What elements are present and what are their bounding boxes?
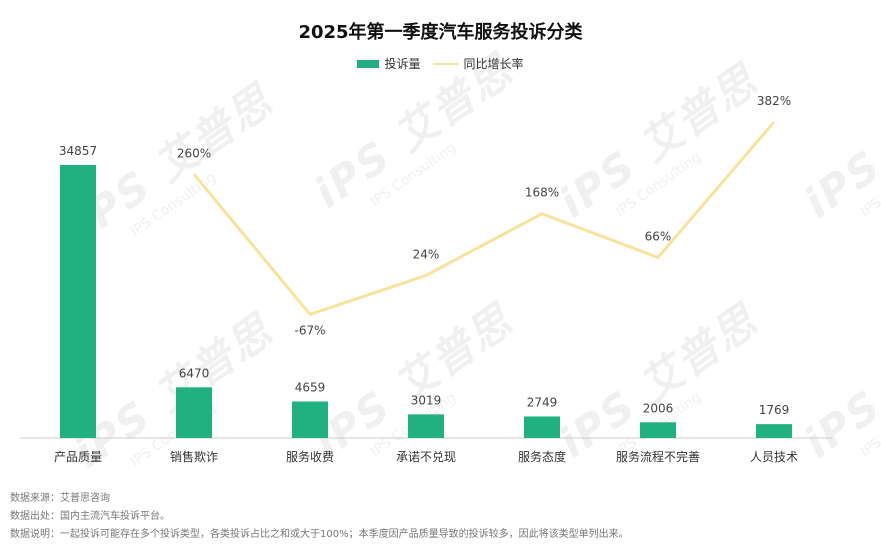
legend-swatch-line	[432, 62, 459, 65]
legend-item-bar: 投诉量	[357, 55, 421, 72]
bar	[292, 401, 328, 438]
line-value-label: -67%	[294, 323, 325, 337]
bar-value-label: 1769	[759, 403, 790, 417]
note-origin: 数据出处：国内主流汽车投诉平台。	[10, 511, 170, 522]
bar-value-label: 2006	[643, 401, 674, 415]
bar	[408, 414, 444, 438]
x-tick-label: 服务态度	[518, 449, 566, 464]
line-value-label: 168%	[525, 186, 559, 200]
notes: 数据来源：艾普思咨询 数据出处：国内主流汽车投诉平台。 数据说明：一起投诉可能存…	[10, 490, 629, 544]
line-series	[192, 121, 776, 316]
bar-value-label: 34857	[59, 144, 97, 158]
x-tick-label: 服务收费	[286, 449, 334, 464]
x-tick-label: 人员技术	[750, 450, 798, 464]
x-tick-label: 承诺不兑现	[396, 450, 456, 464]
bar	[756, 424, 792, 438]
x-tick-label: 销售欺诈	[170, 449, 218, 464]
bar-value-label: 6470	[179, 366, 210, 380]
legend-swatch-bar	[357, 59, 380, 68]
line-value-label: 382%	[757, 94, 791, 108]
note-explanation: 数据说明：一起投诉可能存在多个投诉类型，各类投诉占比之和或大于100%；本季度因…	[10, 529, 629, 540]
legend-label-bar: 投诉量	[384, 57, 421, 71]
chart-title: 2025年第一季度汽车服务投诉分类	[298, 22, 583, 43]
note-source: 数据来源：艾普思咨询	[10, 493, 110, 504]
legend-label-line: 同比增长率	[463, 57, 524, 71]
bar	[60, 165, 96, 438]
line-value-label: 260%	[177, 146, 211, 160]
line-value-label: 66%	[645, 229, 672, 243]
chart-plot: 34857 产品质量 6470 销售欺诈 4659 服务收费 3019 承诺不兑现 2749 服务…	[20, 94, 832, 464]
bar-value-label: 3019	[411, 393, 442, 407]
legend-item-line: 同比增长率	[432, 55, 524, 72]
bar-value-label: 4659	[295, 381, 326, 395]
bar	[524, 416, 560, 438]
bar	[640, 422, 676, 438]
x-tick-label: 服务流程不完善	[616, 449, 700, 464]
line-value-label: 24%	[413, 247, 440, 261]
x-tick-label: 产品质量	[54, 450, 102, 464]
bar	[176, 387, 212, 438]
bar-value-label: 2749	[527, 395, 558, 409]
legend: 投诉量 同比增长率	[0, 55, 881, 72]
